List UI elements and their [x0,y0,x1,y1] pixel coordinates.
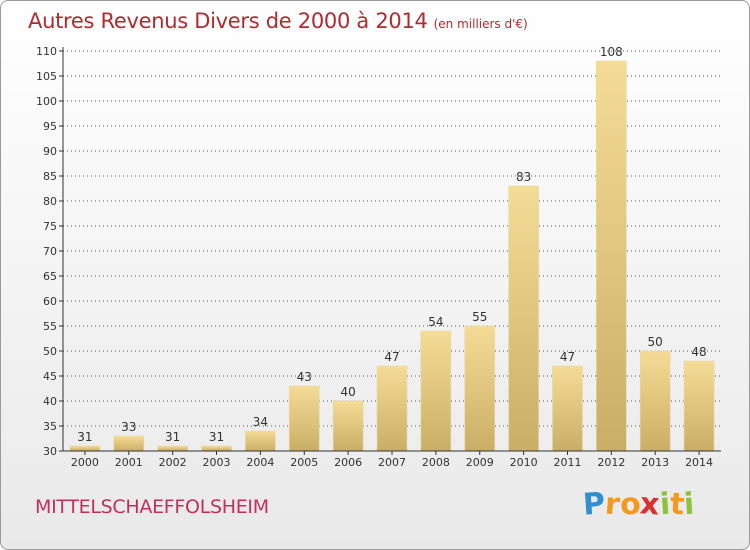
y-tick-label: 60 [43,295,57,308]
data-label: 47 [384,350,399,364]
chart-title: Autres Revenus Divers de 2000 à 2014 (en … [28,9,528,33]
y-tick-label: 90 [43,145,57,158]
bar [157,445,188,452]
y-tick-label: 45 [43,370,57,383]
x-tick-label: 2003 [203,456,231,469]
x-tick-labels: 2000 2001 2002 2003 2004 2005 2006 2007 2008 2009… [71,456,713,469]
chart-subtitle: (en milliers d'€) [433,17,528,31]
data-label: 48 [691,345,706,359]
data-label: 108 [600,45,623,59]
x-tick-label: 2008 [422,456,450,469]
y-tick-label: 40 [43,395,57,408]
x-tick-label: 2013 [641,456,669,469]
bar [596,60,627,452]
y-tick-label: 110 [36,45,57,58]
x-tick-label: 2006 [334,456,362,469]
data-label: 50 [648,335,663,349]
x-tick-label: 2012 [597,456,625,469]
data-label: 47 [560,350,575,364]
y-tick-label: 80 [43,195,57,208]
bar [464,325,496,452]
x-tick-label: 2009 [466,456,494,469]
data-label: 55 [472,310,487,324]
bar [201,445,232,452]
logo-letter: P [581,486,607,523]
data-label: 34 [253,415,268,429]
data-label: 54 [428,315,443,329]
y-tick-labels: 30 35 40 45 50 55 60 65 70 75 80 85 90 95 100 105 110 [36,45,57,458]
y-tick-label: 70 [43,245,57,258]
x-tick-label: 2011 [553,456,581,469]
bar [420,330,452,452]
bars [69,60,715,452]
x-tick-label: 2007 [378,456,406,469]
data-label: 33 [121,420,136,434]
y-tick-label: 30 [43,445,57,458]
data-label: 31 [209,430,224,444]
x-tick-label: 2014 [685,456,713,469]
x-tick-label: 2000 [71,456,99,469]
bar [69,445,101,452]
y-tick-label: 105 [36,70,57,83]
y-tick-label: 50 [43,345,57,358]
axes [59,47,721,455]
bar [639,350,671,452]
data-labels: 31 33 31 31 34 43 40 47 54 55 83 47 108 50 48 [77,45,706,444]
y-tick-label: 95 [43,120,57,133]
data-label: 83 [516,170,531,184]
y-tick-label: 35 [43,420,57,433]
data-label: 31 [165,430,180,444]
y-tick-label: 85 [43,170,57,183]
x-tick-label: 2004 [246,456,274,469]
bar [288,385,320,452]
bar [376,365,408,452]
data-label: 40 [340,385,355,399]
logo-letter: i [683,486,696,523]
bar [508,185,539,452]
x-tick-label: 2001 [115,456,143,469]
bar [552,365,583,452]
chart-title-text: Autres Revenus Divers de 2000 à 2014 [28,9,428,33]
x-tick-label: 2005 [290,456,318,469]
logo-letter: x [639,486,661,523]
y-tick-label: 65 [43,270,57,283]
proxiti-logo: Proxiti [581,486,696,523]
data-label: 31 [77,430,92,444]
data-label: 43 [297,370,312,384]
commune-name: MITTELSCHAEFFOLSHEIM [35,496,269,518]
bar [245,430,276,452]
y-tick-label: 100 [36,95,57,108]
x-tick-label: 2010 [510,456,538,469]
x-tick-label: 2002 [159,456,187,469]
y-tick-label: 55 [43,320,57,333]
y-tick-label: 75 [43,220,57,233]
bar [113,435,145,452]
bar [683,360,715,452]
bar [332,400,364,452]
